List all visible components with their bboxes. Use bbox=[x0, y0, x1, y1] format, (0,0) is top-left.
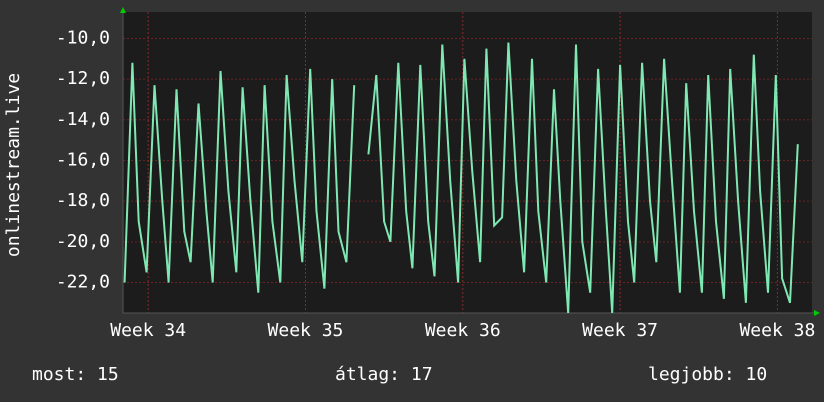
x-tick-label: Week 36 bbox=[425, 320, 501, 341]
y-axis-label: onlinestream.live bbox=[3, 73, 24, 257]
y-tick-label: -16,0 bbox=[56, 149, 110, 170]
x-tick-label: Week 35 bbox=[268, 320, 344, 341]
x-tick-label: Week 37 bbox=[582, 320, 658, 341]
y-tick-label: -12,0 bbox=[56, 68, 110, 89]
stat-average: átlag: 17 bbox=[335, 364, 433, 385]
plot-area bbox=[123, 12, 812, 313]
y-tick-label: -14,0 bbox=[56, 109, 110, 130]
y-tick-label: -20,0 bbox=[56, 231, 110, 252]
stat-best: legjobb: 10 bbox=[648, 364, 767, 385]
axis-arrow bbox=[120, 7, 126, 13]
y-tick-label: -18,0 bbox=[56, 190, 110, 211]
data-line bbox=[123, 42, 799, 314]
x-tick-label: Week 38 bbox=[739, 320, 815, 341]
stat-current: most: 15 bbox=[32, 364, 119, 385]
axis-arrow bbox=[814, 310, 820, 316]
y-tick-label: -10,0 bbox=[56, 27, 110, 48]
y-tick-label: -22,0 bbox=[56, 271, 110, 292]
x-tick-label: Week 34 bbox=[110, 320, 186, 341]
